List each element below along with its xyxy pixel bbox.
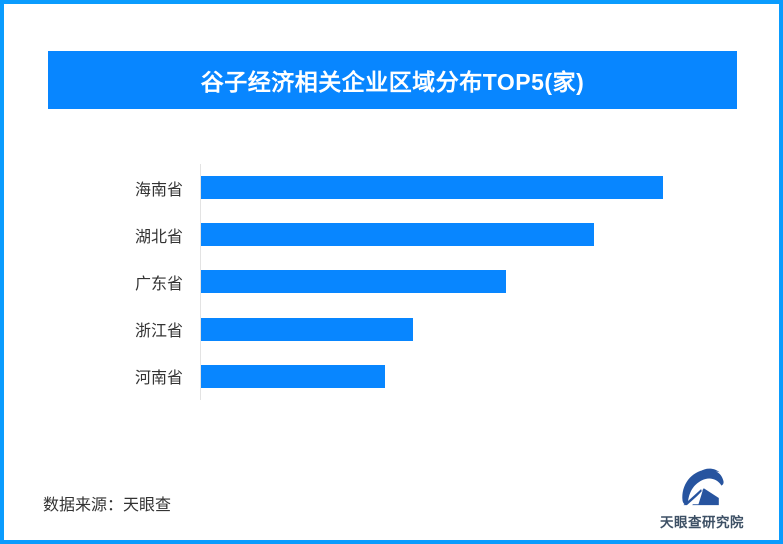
tianyancha-research-logo: 天眼查研究院 — [656, 464, 748, 531]
tianyancha-eye-logo-icon — [682, 468, 724, 506]
bar-row: 广东省 — [48, 258, 708, 305]
bar — [200, 223, 594, 247]
chart-title: 谷子经济相关企业区域分布TOP5(家) — [200, 69, 585, 95]
bar — [200, 364, 385, 388]
bar — [200, 176, 663, 200]
category-label: 河南省 — [134, 370, 183, 388]
y-axis-line — [200, 164, 201, 400]
category-label: 海南省 — [134, 181, 183, 199]
logo-text: 天眼查研究院 — [660, 515, 744, 530]
category-label: 广东省 — [134, 275, 183, 293]
bar-row: 浙江省 — [48, 306, 708, 353]
bar-chart: 海南省 湖北省 广东省 浙江省 河南省 — [48, 164, 708, 400]
bar-rows: 海南省 湖北省 广东省 浙江省 河南省 — [48, 164, 708, 400]
bar — [200, 317, 413, 341]
category-label: 湖北省 — [134, 228, 183, 246]
bar-row: 湖北省 — [48, 211, 708, 258]
category-label: 浙江省 — [134, 323, 183, 341]
data-source-note: 数据来源：天眼查 — [43, 497, 172, 514]
bar-row: 河南省 — [48, 353, 708, 400]
bar-row: 海南省 — [48, 164, 708, 211]
bar — [200, 270, 506, 294]
title-banner: 谷子经济相关企业区域分布TOP5(家) — [48, 51, 737, 109]
